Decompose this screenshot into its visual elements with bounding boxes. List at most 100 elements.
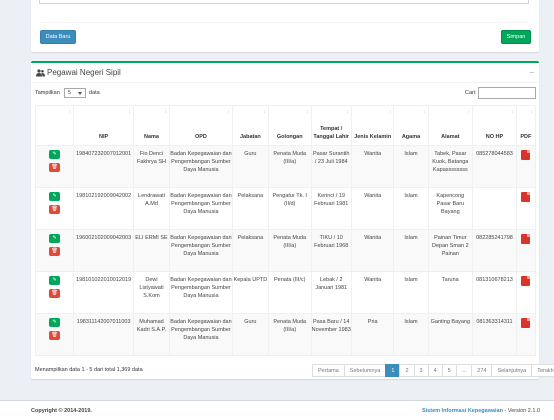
column-header[interactable]: ↕ Golongan (267, 105, 312, 146)
length-select[interactable]: 5 (64, 88, 86, 98)
page-link[interactable]: Terakhir (531, 364, 554, 377)
cell-jk: Wanita (350, 271, 395, 314)
cell-hp: 085278044583 (472, 145, 517, 188)
divider (39, 22, 529, 23)
column-header[interactable]: ↕ Jabatan (231, 105, 269, 146)
cell-alamat: Tabek, Pasar Kuok, Batanga Kapassssssss (427, 145, 474, 188)
table-row: ✎ 🗑 198102192009042002 Lendrawati A.Md Badan… (34, 187, 537, 230)
cell-opd: Badan Kepegawaian dan Pengembangan Sumbe… (169, 313, 233, 356)
page-link[interactable]: 274 (471, 364, 493, 377)
column-header[interactable]: ↕ Tempat / Tanggal Lahir (310, 105, 352, 146)
employee-panel: Pegawai Negeri Sipil − Tampilkan 5 data … (31, 61, 554, 379)
sort-icon: ↕ (128, 109, 131, 115)
column-header-label: NO HP (485, 134, 504, 140)
cell-jk: Wanita (350, 229, 395, 272)
edit-button[interactable]: ✎ (49, 192, 61, 201)
pdf-cell (515, 271, 537, 314)
cell-golongan: Penata (III/c) (267, 271, 312, 314)
form-input[interactable] (39, 0, 529, 4)
column-header[interactable]: ↕ (34, 105, 75, 146)
page-link[interactable]: ... (455, 364, 473, 377)
cell-jk: Wanita (350, 187, 395, 230)
cell-nip: 198102192009042002 (73, 187, 134, 230)
pdf-icon[interactable] (521, 192, 531, 202)
column-header[interactable]: ↕ Alamat (427, 105, 474, 146)
pdf-icon[interactable] (521, 234, 531, 244)
cell-jabatan: Pelaksana (231, 229, 269, 272)
page-link[interactable]: Sebelumnya (343, 364, 387, 377)
column-header[interactable]: ↕ Nama (132, 105, 171, 146)
sort-icon: ↕ (164, 109, 168, 115)
cell-jabatan: Kepala UPTD (231, 271, 269, 314)
sort-icon: ↕ (467, 109, 471, 115)
column-header-label: Alamat (441, 134, 460, 140)
pdf-icon[interactable] (521, 150, 531, 160)
action-cell: ✎ 🗑 (34, 229, 75, 272)
pdf-icon[interactable] (521, 276, 531, 286)
edit-button[interactable]: ✎ (49, 318, 61, 327)
cell-nama: Lendrawati A.Md (132, 187, 171, 230)
column-header-label: PDF (520, 134, 532, 140)
save-button[interactable]: Simpan (501, 30, 531, 44)
cell-ttl: Lebak / 2 Januari 1981 (310, 271, 352, 314)
edit-button[interactable]: ✎ (49, 150, 61, 159)
delete-button[interactable]: 🗑 (49, 247, 61, 256)
search-input[interactable] (478, 87, 536, 99)
table-row: ✎ 🗑 198101022010012019 Dewi Listyawati S.Ko… (34, 271, 537, 314)
delete-button[interactable]: 🗑 (49, 331, 61, 340)
version-label: - Version (504, 408, 527, 414)
page-link[interactable]: 4 (427, 364, 443, 377)
pdf-icon[interactable] (521, 318, 531, 328)
delete-button[interactable]: 🗑 (49, 205, 61, 214)
delete-button[interactable]: 🗑 (49, 163, 61, 172)
sort-icon: ↕ (530, 109, 533, 115)
cell-alamat: Taruna (427, 271, 474, 314)
length-label: Tampilkan (35, 90, 60, 96)
cell-hp: 081310678213 (472, 271, 517, 314)
sort-icon: ↕ (388, 109, 392, 115)
new-data-button[interactable]: Data Baru (40, 30, 76, 44)
cell-alamat: Painan Timur Depan Sman 2 Painan (427, 229, 474, 272)
column-header[interactable]: ↕ NIP (73, 105, 134, 146)
page-link[interactable]: Pertama (312, 364, 345, 377)
edit-button[interactable]: ✎ (49, 276, 61, 285)
sort-icon: ↕ (227, 109, 230, 115)
sort-icon: ↕ (68, 109, 72, 115)
cell-nip: 196002102009042003 (73, 229, 134, 272)
cell-nip: 198311142007011003 (73, 313, 134, 356)
employee-table: ↕ ↕ NIP ↕ Nama ↕ OPD ↕ Jabatan ↕ Golongan ↕ Tempat /… (34, 105, 537, 356)
cell-golongan: Penata Muda (III/a) (267, 313, 312, 356)
sort-icon: ↕ (511, 109, 514, 115)
column-header-label: Golongan (276, 134, 303, 140)
edit-button[interactable]: ✎ (49, 234, 61, 243)
cell-nama: ELI ERMI SE (132, 229, 171, 272)
cell-hp (472, 187, 517, 230)
action-cell: ✎ 🗑 (34, 187, 75, 230)
column-header-label: Tempat / Tanggal Lahir (313, 126, 350, 140)
collapse-icon[interactable]: − (529, 68, 534, 77)
column-header[interactable]: ↕ PDF (515, 105, 537, 146)
pdf-cell (515, 187, 537, 230)
page-link[interactable]: 3 (413, 364, 429, 377)
column-header-label: Agama (401, 134, 421, 140)
page-link[interactable]: 5 (441, 364, 457, 377)
cell-agama: Islam (393, 271, 429, 314)
column-header[interactable]: ↕ Jenis Kelamin (350, 105, 395, 146)
cell-golongan: Penata Muda (III/a) (267, 229, 312, 272)
page-link[interactable]: 1 (385, 364, 401, 377)
footer: Copyright © 2014-2019. Sistem Informasi … (0, 400, 554, 420)
cell-ttl: Pasar Surantih / 23 Juli 1984 (310, 145, 352, 188)
column-header[interactable]: ↕ Agama (393, 105, 429, 146)
page-link[interactable]: Selanjutnya (491, 364, 533, 377)
cell-agama: Islam (393, 229, 429, 272)
cell-jk: Pria (350, 313, 395, 356)
column-header[interactable]: ↕ OPD (169, 105, 233, 146)
column-header[interactable]: ↕ NO HP (472, 105, 517, 146)
page-link[interactable]: 2 (399, 364, 415, 377)
delete-button[interactable]: 🗑 (49, 289, 61, 298)
cell-ttl: Pasa Baru / 14 November 1983 (310, 313, 352, 356)
panel-title: Pegawai Negeri Sipil (47, 68, 121, 77)
table-row: ✎ 🗑 196002102009042003 ELI ERMI SE Badan Kep… (34, 229, 537, 272)
cell-jk: Wanita (350, 145, 395, 188)
action-cell: ✎ 🗑 (34, 313, 75, 356)
